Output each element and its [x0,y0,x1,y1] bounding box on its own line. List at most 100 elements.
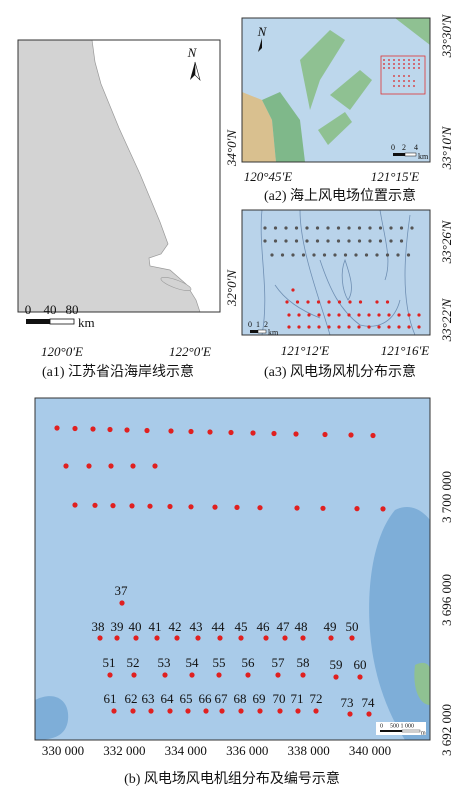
turbine [347,325,351,329]
turbine [343,253,348,257]
turbine [399,226,404,230]
turbine [133,635,139,641]
turbine [347,711,353,717]
turbine [234,504,240,510]
turbine [337,325,341,329]
turbine [287,325,291,329]
turbine [320,505,326,511]
turbine [383,63,385,65]
turbine [375,253,379,257]
turbine [399,239,404,243]
turbine-group [383,59,420,87]
sea [35,398,430,740]
scale-bar [257,329,267,334]
turbine [263,635,269,641]
turbine [297,313,301,317]
turbine [107,426,113,433]
turbine [403,59,405,61]
scale-unit: km [418,152,429,161]
turbine-id: 53 [158,655,171,670]
turbine [189,672,195,678]
turbine [300,635,306,641]
turbine [307,313,311,317]
scale-unit: m [421,730,426,736]
turbine [86,463,92,469]
turbine [305,226,309,230]
turbine [168,428,174,434]
turbine [110,503,116,509]
turbine [174,635,180,641]
north-arrow [258,38,262,52]
turbine [63,463,69,469]
turbine [403,85,405,87]
turbine [195,635,201,641]
turbine [228,429,234,436]
turbine-id: 65 [180,691,193,706]
turbine-id: 52 [127,655,140,670]
turbine [368,239,372,243]
turbine [418,63,420,65]
turbine [124,427,130,433]
turbine [393,59,395,61]
turbine [97,635,103,641]
turbine [418,59,420,61]
scale-bar [26,319,50,324]
scale-label: 2 [264,320,268,329]
x-label: 120°45′E [244,169,293,184]
x-label: 334 000 [165,743,207,758]
turbine [54,425,60,431]
turbine [366,711,372,717]
turbine [408,80,410,82]
turbine [337,313,341,317]
panel-a2: N 0 2 4 km 120°45′E 121°15′E 33°30′N 33°… [241,13,454,204]
turbine-id: 49 [324,619,337,634]
turbine [396,253,400,257]
turbine [271,430,277,437]
turbine [162,672,168,678]
turbine [413,67,415,69]
turbine [383,59,385,61]
turbine-id: 57 [272,655,286,670]
turbine [131,672,137,678]
turbine [90,426,96,432]
turbine [72,425,78,432]
scale-unit: km [78,315,95,330]
turbine [403,75,405,77]
scale-bar [380,730,402,732]
turbine [328,635,334,641]
turbine [188,504,194,510]
turbine [393,63,395,65]
turbine-id: 66 [199,691,213,706]
frame [34,397,431,741]
turbine-id: 46 [257,619,271,634]
y-label: 33°26′N [439,219,454,264]
turbine [357,674,363,680]
turbine-id: 47 [277,619,291,634]
turbine [364,253,369,257]
turbine [377,325,381,329]
turbine [305,239,309,243]
turbine [295,300,300,304]
turbine [398,85,400,87]
turbine [287,313,291,317]
turbine [315,226,320,230]
scale-label: 1 [256,320,260,329]
turbine [367,313,371,317]
turbine [270,253,274,257]
turbine-id: 44 [212,619,226,634]
turbine [167,708,173,714]
turbine [275,672,281,678]
turbine [72,502,78,508]
scale-label: 4 [414,143,418,152]
turbine [313,708,319,714]
turbine [358,300,363,304]
turbine [347,226,351,230]
turbine [216,672,222,678]
turbine [111,708,117,714]
turbine [315,239,320,243]
turbine [263,226,267,230]
turbine [238,708,244,714]
turbine [387,313,391,317]
turbine [398,80,400,82]
turbine-id: 62 [125,691,138,706]
